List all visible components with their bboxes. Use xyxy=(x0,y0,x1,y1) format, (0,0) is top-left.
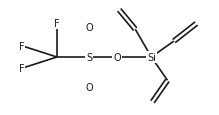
Text: F: F xyxy=(54,19,60,29)
Text: F: F xyxy=(19,41,24,51)
Text: O: O xyxy=(85,82,93,92)
Text: O: O xyxy=(113,53,121,62)
Text: F: F xyxy=(19,64,24,74)
Text: O: O xyxy=(85,23,93,33)
Text: S: S xyxy=(86,53,92,62)
Text: Si: Si xyxy=(147,53,156,62)
